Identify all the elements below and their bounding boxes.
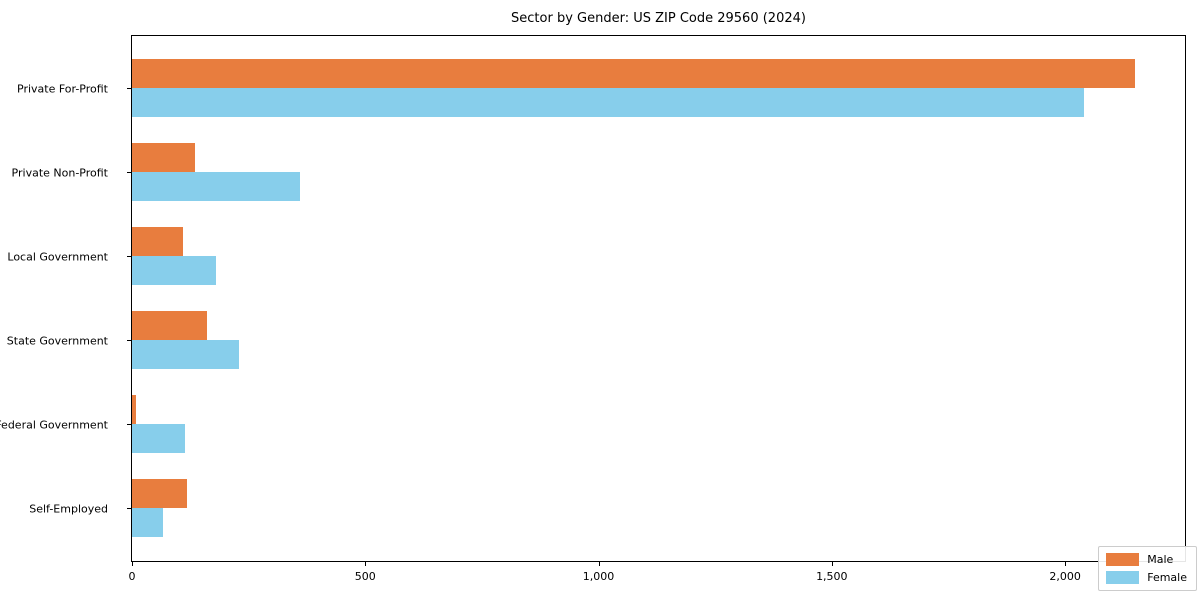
y-tick-mark xyxy=(127,256,131,257)
x-tick-label: 2,000 xyxy=(1049,570,1081,583)
plot-area: Private For-Profit Private Non-Profit Loca… xyxy=(0,35,1186,583)
bar-male xyxy=(132,143,195,172)
x-tick-label: 500 xyxy=(354,570,376,583)
y-tick-mark xyxy=(127,424,131,425)
x-tick-label: 1,500 xyxy=(816,570,848,583)
bar-male xyxy=(132,395,136,424)
bar-female xyxy=(132,172,300,201)
bar-female xyxy=(132,256,216,285)
y-tick-mark xyxy=(127,508,131,509)
x-tick-mark xyxy=(831,562,833,566)
category-label: Private For-Profit xyxy=(17,82,108,96)
category-label: State Government xyxy=(6,334,108,348)
chart-title: Sector by Gender: US ZIP Code 29560 (202… xyxy=(511,11,806,26)
y-tick-mark xyxy=(127,340,131,341)
x-tick-mark xyxy=(365,562,367,566)
x-tick-label: 0 xyxy=(128,570,136,583)
bar-female xyxy=(132,424,185,453)
category-label: Private Non-Profit xyxy=(11,166,108,180)
legend-swatch-male-icon xyxy=(1106,553,1140,566)
legend: Male Female xyxy=(1098,546,1197,591)
y-tick-mark xyxy=(127,172,131,173)
category-label: Self-Employed xyxy=(29,502,108,516)
bar-male xyxy=(132,479,188,508)
legend-label-male: Male xyxy=(1147,553,1174,566)
legend-item-female: Female xyxy=(1106,571,1187,584)
bar-female xyxy=(132,508,163,537)
category-label: Federal Government xyxy=(0,418,108,432)
bar-male xyxy=(132,311,207,340)
legend-item-male: Male xyxy=(1106,553,1187,566)
bar-male xyxy=(132,227,184,256)
y-tick-mark xyxy=(127,88,131,89)
x-tick-mark xyxy=(132,562,133,566)
bar-female xyxy=(132,88,1084,117)
x-tick-label: 1,000 xyxy=(582,570,615,583)
x-tick-mark xyxy=(1065,562,1067,566)
x-tick-mark xyxy=(598,562,600,566)
bar-male xyxy=(132,59,1136,88)
legend-swatch-female-icon xyxy=(1106,571,1140,584)
bar-female xyxy=(132,340,240,369)
category-label: Local Government xyxy=(7,250,108,264)
legend-label-female: Female xyxy=(1147,571,1187,584)
